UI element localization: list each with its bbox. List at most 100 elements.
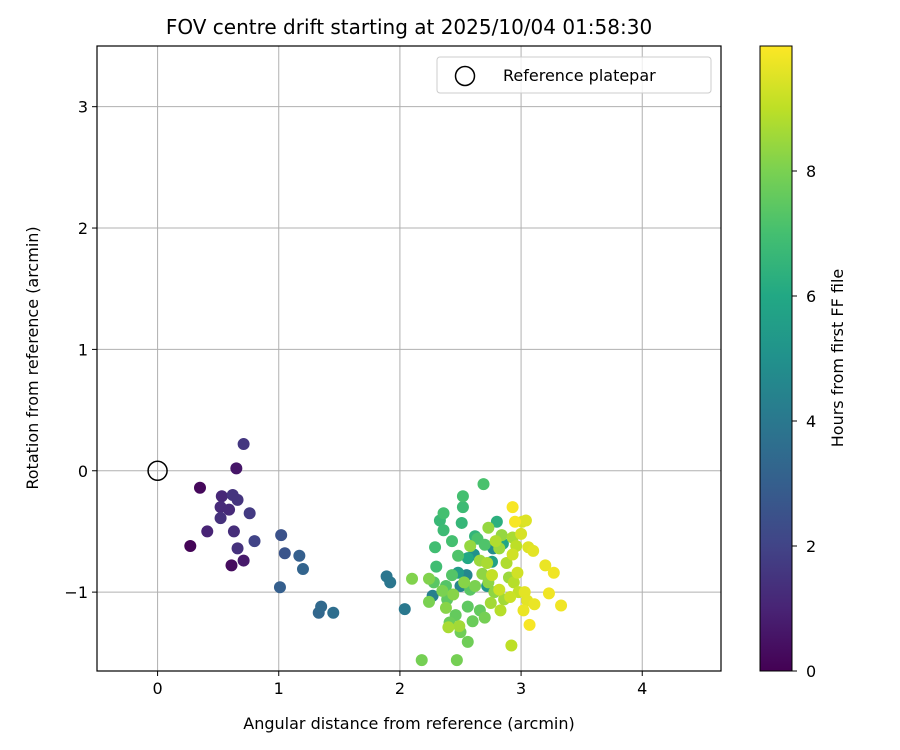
data-point: [539, 559, 552, 572]
x-tick-label: 3: [516, 679, 526, 698]
data-point: [507, 576, 520, 589]
legend-label: Reference platepar: [503, 66, 656, 85]
data-point: [515, 527, 528, 540]
data-point: [296, 563, 309, 576]
data-point: [278, 547, 291, 560]
x-tick-label: 1: [274, 679, 284, 698]
colorbar-tick-label: 0: [806, 662, 816, 681]
data-point: [275, 529, 288, 542]
data-point: [415, 654, 428, 667]
data-point: [511, 566, 524, 579]
data-point: [519, 514, 532, 527]
data-point: [504, 590, 517, 603]
x-axis-ticks: 0 1 2 3 4: [152, 671, 647, 698]
y-tick-label: −1: [64, 583, 88, 602]
legend: Reference platepar: [436, 56, 712, 94]
data-point: [227, 525, 240, 538]
data-point: [384, 576, 397, 589]
data-point: [481, 556, 494, 569]
data-point: [248, 535, 261, 548]
data-point: [231, 542, 244, 555]
y-axis-ticks: −1 0 1 2 3: [64, 98, 97, 602]
data-point: [437, 524, 450, 537]
data-point: [461, 635, 474, 648]
reference-platepar-marker: [147, 460, 168, 482]
data-point: [452, 549, 465, 562]
data-point: [469, 580, 482, 593]
data-point: [453, 620, 466, 633]
data-point: [506, 548, 519, 561]
data-point: [523, 618, 536, 631]
colorbar-tick-label: 8: [806, 162, 816, 181]
data-point: [436, 584, 449, 597]
data-point: [542, 587, 555, 600]
colorbar-tick-label: 2: [806, 537, 816, 556]
data-point: [422, 595, 435, 608]
data-point: [506, 501, 519, 514]
data-point: [193, 481, 206, 494]
data-point: [315, 600, 328, 613]
data-point: [293, 549, 306, 562]
x-tick-label: 0: [152, 679, 162, 698]
y-tick-label: 0: [78, 462, 88, 481]
data-point: [429, 541, 442, 554]
x-tick-label: 2: [395, 679, 405, 698]
data-point: [215, 490, 228, 503]
y-tick-label: 3: [78, 98, 88, 117]
x-tick-label: 4: [637, 679, 647, 698]
colorbar-tick-label: 6: [806, 287, 816, 306]
y-axis-label: Rotation from reference (arcmin): [23, 226, 42, 489]
data-point: [493, 583, 506, 596]
data-point: [446, 569, 459, 582]
data-point: [476, 567, 489, 580]
chart-title: FOV centre drift starting at 2025/10/04 …: [166, 15, 652, 39]
data-point: [450, 654, 463, 667]
data-point: [214, 512, 227, 525]
data-point: [406, 572, 419, 585]
data-points: [184, 438, 568, 667]
data-point: [528, 598, 541, 611]
legend-box: [436, 56, 712, 94]
y-tick-label: 1: [78, 340, 88, 359]
data-point: [458, 576, 471, 589]
data-point: [223, 503, 236, 516]
data-point: [500, 556, 513, 569]
data-point: [225, 559, 238, 572]
data-point: [527, 544, 540, 557]
data-point: [509, 515, 522, 528]
data-point: [237, 438, 250, 451]
plot-frame: [96, 45, 722, 672]
data-point: [485, 569, 498, 582]
grid-lines: [97, 46, 721, 671]
data-point: [555, 599, 568, 612]
data-point: [243, 507, 256, 520]
data-point: [237, 554, 250, 567]
data-point: [201, 525, 214, 538]
data-point: [547, 566, 560, 579]
data-point: [461, 552, 474, 565]
data-point: [398, 603, 411, 616]
colorbar-tick-label: 4: [806, 412, 816, 431]
data-point: [484, 597, 497, 610]
data-point: [490, 515, 503, 528]
colorbar: 0 2 4 6 8 Hours from first FF file: [759, 45, 847, 681]
data-point: [477, 478, 490, 491]
data-point: [461, 600, 474, 613]
x-axis-label: Angular distance from reference (arcmin): [243, 714, 574, 733]
data-point: [439, 601, 452, 614]
data-point: [455, 516, 468, 529]
data-point: [422, 572, 435, 585]
data-point: [466, 615, 479, 628]
data-point: [478, 611, 491, 624]
data-point: [489, 535, 502, 548]
y-tick-label: 2: [78, 219, 88, 238]
data-point: [184, 540, 197, 552]
data-point: [464, 540, 477, 552]
data-point: [230, 462, 243, 475]
data-point: [430, 560, 443, 573]
data-point: [437, 507, 450, 520]
colorbar-label: Hours from first FF file: [828, 269, 847, 448]
data-point: [456, 490, 469, 503]
data-point: [327, 606, 340, 619]
